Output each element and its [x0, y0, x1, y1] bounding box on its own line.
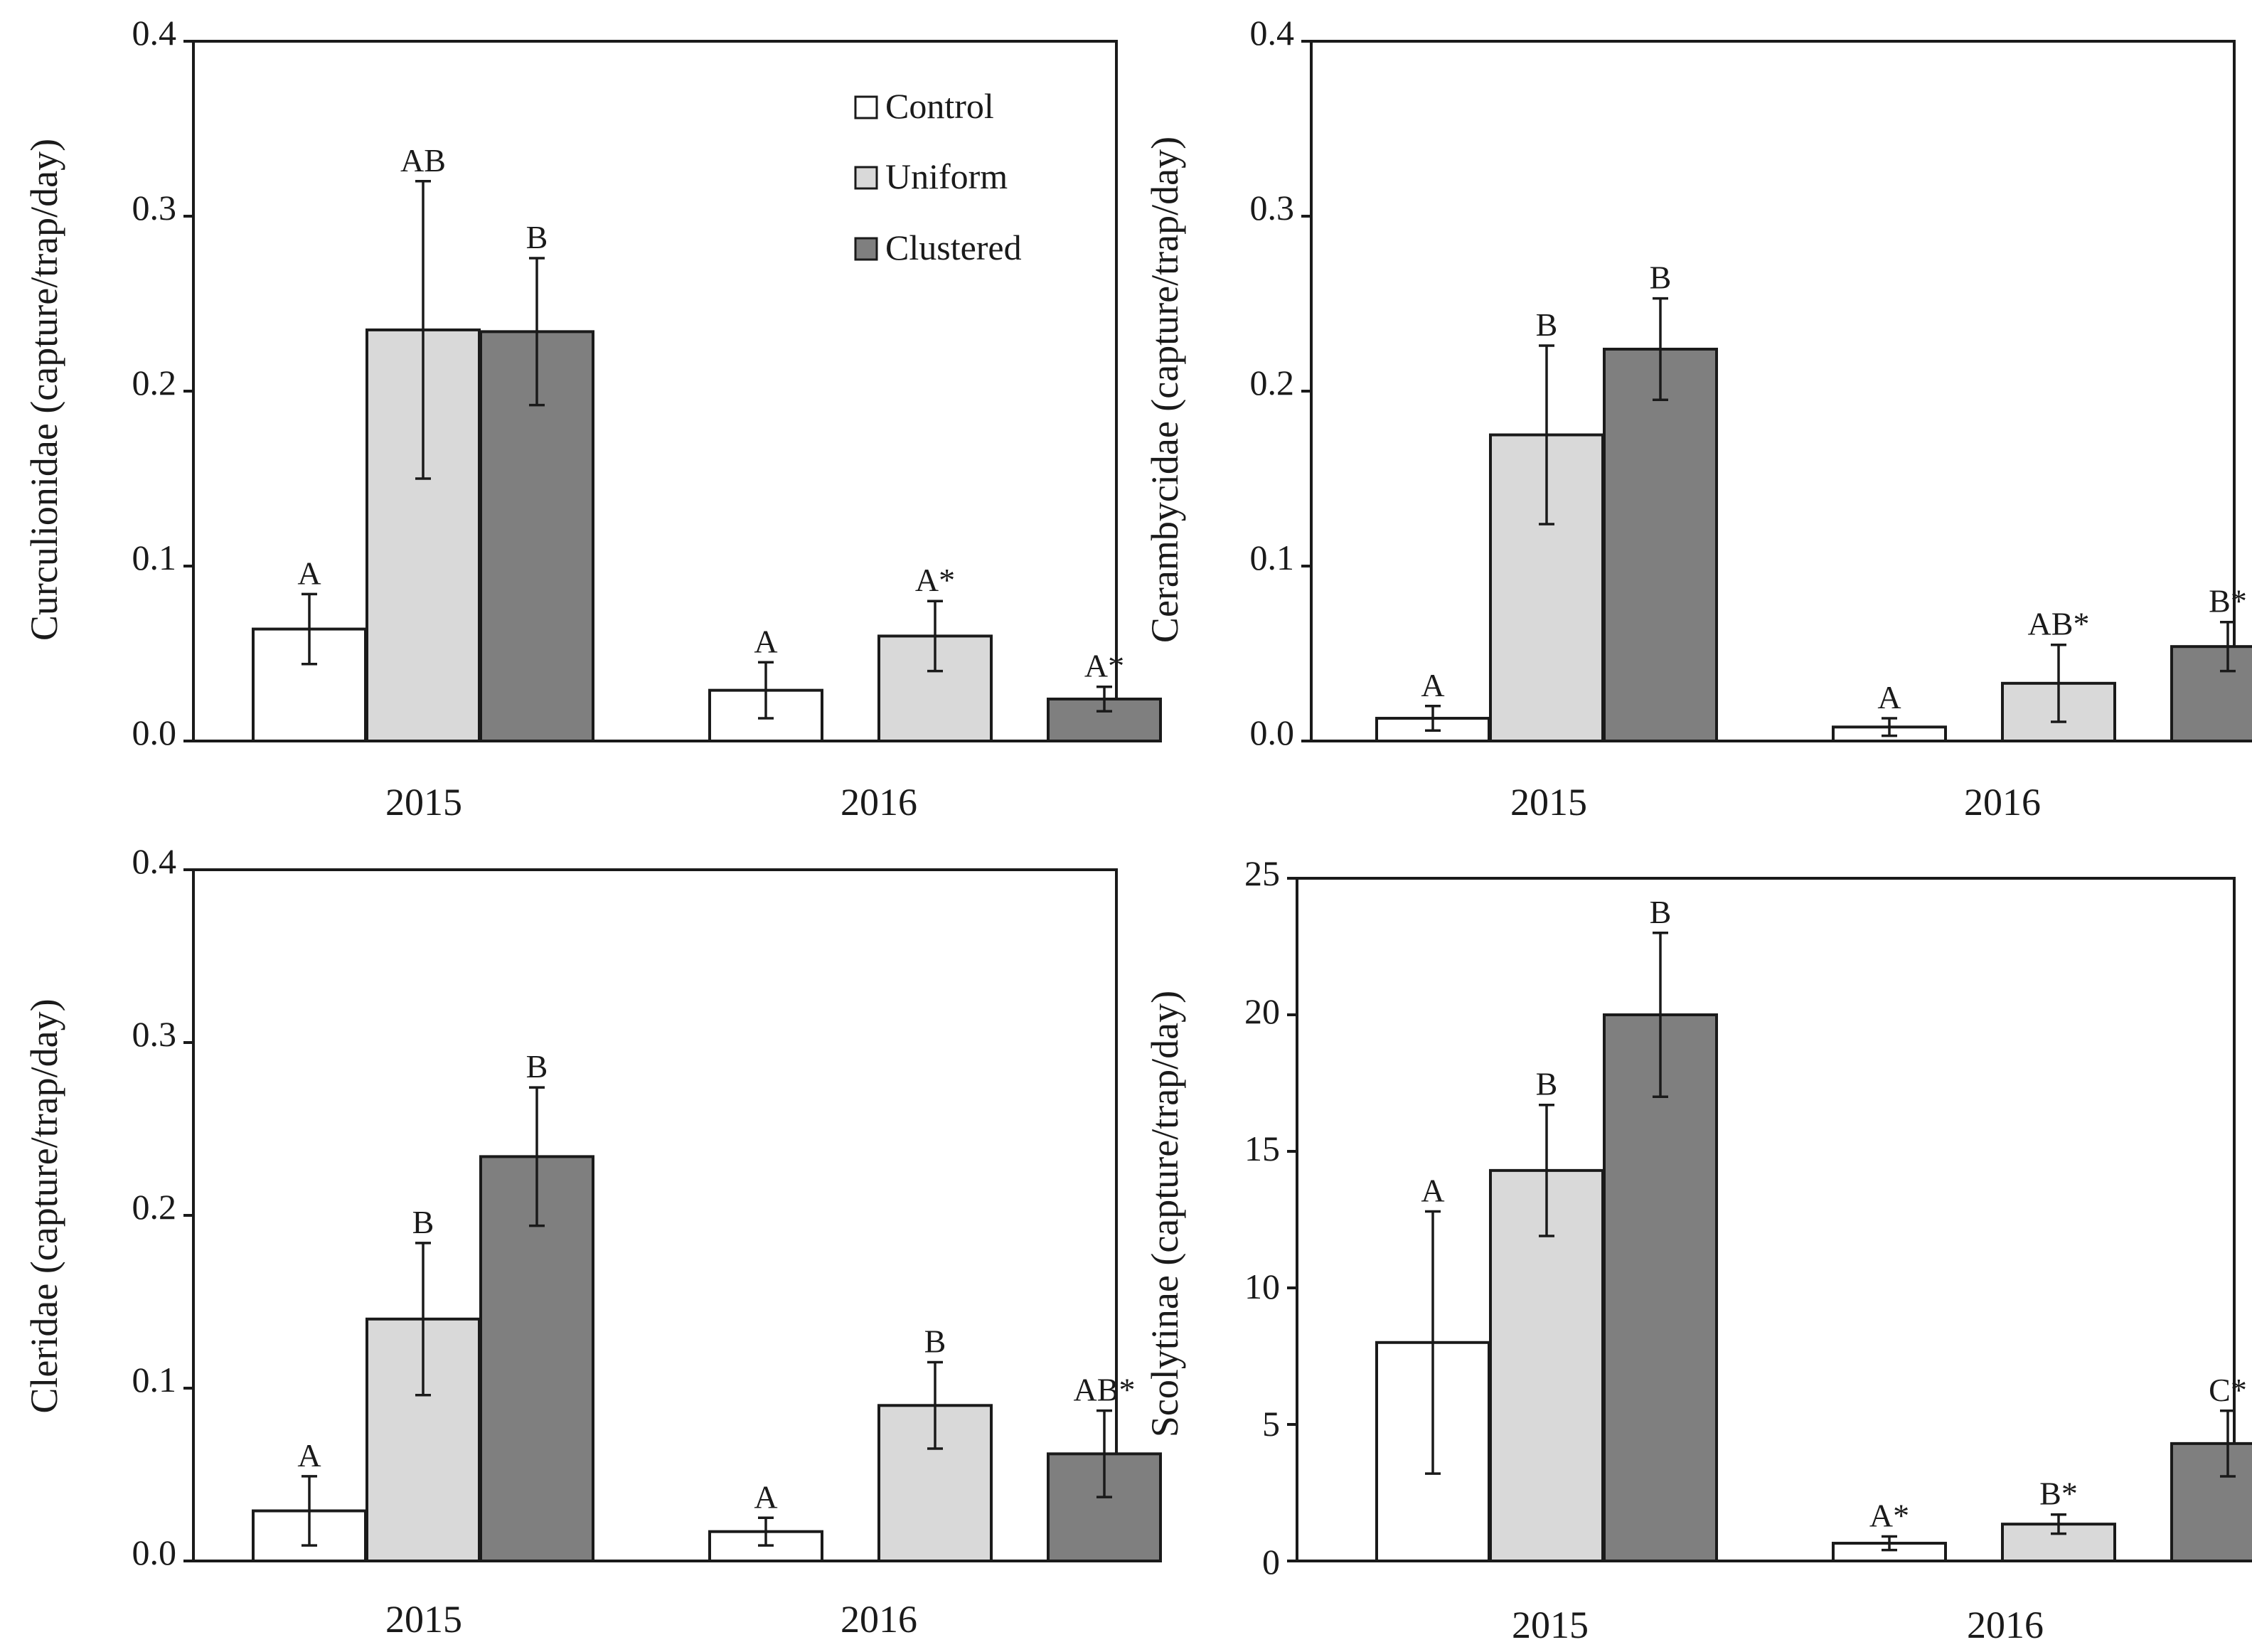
significance-label-clustered-2015: B — [526, 1048, 548, 1085]
significance-label-clustered-2016: AB* — [1074, 1372, 1136, 1408]
significance-label-control-2015: A — [1421, 667, 1444, 703]
plot-area: A B B A* B* C* — [1287, 877, 2252, 1563]
significance-label-clustered-2016: B* — [2209, 583, 2247, 619]
y-tick-label: 10 — [1244, 1267, 1280, 1306]
category-label-2016: 2016 — [1964, 781, 2041, 824]
y-tick-label: 0.3 — [132, 1014, 177, 1054]
category-label-2016: 2016 — [841, 781, 917, 824]
legend-label-control: Control — [885, 86, 994, 126]
y-tick-label: 0.0 — [132, 713, 177, 752]
plot-area: A AB B A A* A* — [183, 40, 1162, 743]
significance-label-clustered-2015: B — [1650, 894, 1672, 930]
y-tick-label: 0.4 — [1250, 13, 1295, 53]
significance-label-uniform-2016: A* — [915, 562, 955, 598]
significance-label-uniform-2016: B — [924, 1323, 946, 1360]
legend: Control Uniform Clustered — [854, 86, 1022, 267]
panel-scolytinae: Scolytinae (capture/trap/day) 0 5 10 15 … — [1143, 853, 2252, 1646]
y-tick-label: 0.3 — [132, 188, 177, 228]
y-tick-label: 20 — [1244, 991, 1280, 1031]
category-label-2015: 2015 — [1512, 1604, 1589, 1646]
significance-label-control-2016: A — [754, 1478, 777, 1515]
category-label-2016: 2016 — [841, 1598, 917, 1641]
category-labels: 2015 2016 — [385, 1598, 917, 1641]
significance-label-control-2016: A — [1877, 679, 1901, 715]
y-axis-title: Cerambycidae (capture/trap/day) — [1143, 137, 1186, 643]
category-labels: 2015 2016 — [1512, 1604, 2044, 1646]
y-tick-labels: 0.0 0.1 0.2 0.3 0.4 — [132, 13, 177, 752]
significance-label-control-2015: A — [1421, 1172, 1444, 1208]
significance-label-uniform-2016: B* — [2039, 1476, 2078, 1512]
bar-clustered-2015 — [479, 330, 594, 742]
y-tick-label: 0.1 — [1250, 538, 1295, 577]
significance-label-control-2015: A — [297, 1437, 321, 1474]
significance-label-uniform-2015: B — [412, 1204, 434, 1240]
significance-label-clustered-2015: B — [1650, 260, 1672, 296]
y-tick-label: 15 — [1244, 1129, 1280, 1168]
panel-curculionidae: Curculionidae (capture/trap/day) 0.0 0.1… — [23, 13, 1162, 824]
y-axis-title: Cleridae (capture/trap/day) — [23, 998, 65, 1413]
significance-label-uniform-2015: B — [1536, 1066, 1558, 1102]
category-labels: 2015 2016 — [385, 781, 917, 824]
plot-frame — [1296, 877, 2236, 1562]
y-tick-label: 0.2 — [132, 363, 177, 403]
y-tick-label: 0.0 — [1250, 713, 1295, 752]
category-labels: 2015 2016 — [1510, 781, 2041, 824]
y-tick-label: 0 — [1262, 1542, 1280, 1582]
y-tick-label: 0.4 — [132, 13, 177, 53]
legend-label-uniform: Uniform — [885, 156, 1008, 196]
significance-label-control-2015: A — [297, 555, 321, 591]
y-tick-label: 0.1 — [132, 538, 177, 577]
bar-clustered-2016 — [2170, 1441, 2252, 1562]
significance-label-clustered-2015: B — [526, 219, 548, 255]
y-tick-label: 25 — [1244, 853, 1280, 893]
bar-clustered-2016 — [2170, 645, 2252, 742]
bar-clustered-2015 — [1603, 1013, 1718, 1562]
y-tick-labels: 0.0 0.1 0.2 0.3 0.4 — [132, 841, 177, 1572]
legend-swatch-clustered — [854, 237, 878, 261]
legend-swatch-uniform — [854, 166, 878, 190]
significance-label-uniform-2016: AB* — [2028, 606, 2090, 642]
panel-cleridae: Cleridae (capture/trap/day) 0.0 0.1 0.2 … — [23, 841, 1162, 1641]
significance-label-uniform-2015: B — [1536, 307, 1558, 343]
significance-label-clustered-2016: C* — [2209, 1372, 2247, 1408]
y-tick-label: 0.0 — [132, 1533, 177, 1572]
y-tick-labels: 0.0 0.1 0.2 0.3 0.4 — [1250, 13, 1295, 752]
category-label-2016: 2016 — [1967, 1604, 2044, 1646]
y-tick-label: 0.4 — [132, 841, 177, 881]
category-label-2015: 2015 — [385, 781, 462, 824]
significance-label-uniform-2015: AB — [400, 142, 446, 178]
y-axis-title: Curculionidae (capture/trap/day) — [23, 139, 65, 641]
significance-label-control-2016: A — [754, 623, 777, 659]
significance-label-clustered-2016: A* — [1084, 648, 1124, 684]
category-label-2015: 2015 — [385, 1598, 462, 1641]
y-tick-label: 0.1 — [132, 1360, 177, 1400]
legend-label-clustered: Clustered — [885, 228, 1022, 267]
y-tick-label: 0.2 — [1250, 363, 1295, 403]
bar-uniform-2016 — [877, 1404, 993, 1563]
legend-swatch-control — [854, 95, 878, 119]
y-tick-label: 5 — [1262, 1404, 1280, 1444]
y-axis-title: Scolytinae (capture/trap/day) — [1143, 991, 1186, 1437]
plot-area: A B B A AB* B* — [1301, 40, 2252, 743]
y-tick-label: 0.2 — [132, 1187, 177, 1227]
plot-frame — [1310, 40, 2236, 742]
panel-cerambycidae: Cerambycidae (capture/trap/day) 0.0 0.1 … — [1143, 13, 2252, 824]
y-tick-label: 0.3 — [1250, 188, 1295, 228]
category-label-2015: 2015 — [1510, 781, 1587, 824]
significance-label-control-2016: A* — [1869, 1497, 1909, 1533]
y-tick-labels: 0 5 10 15 20 25 — [1244, 853, 1280, 1582]
plot-area: A B B A B AB* — [183, 868, 1162, 1563]
bar-clustered-2015 — [1603, 347, 1718, 742]
